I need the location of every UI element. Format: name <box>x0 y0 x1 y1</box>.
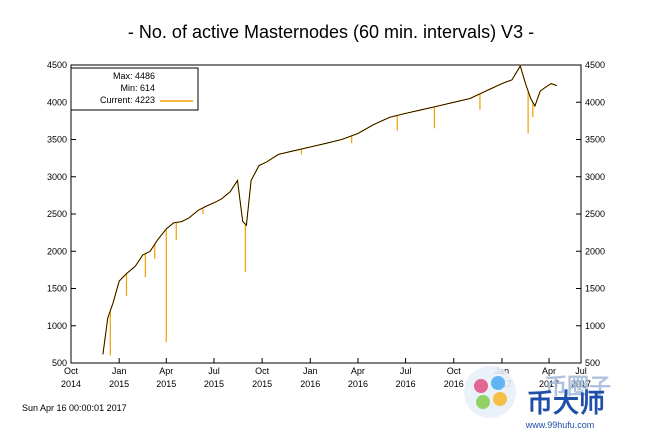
chart-title: - No. of active Masternodes (60 min. int… <box>128 22 534 42</box>
legend-current: Current: 4223 <box>100 95 155 105</box>
footer-timestamp: Sun Apr 16 00:00:01 2017 <box>22 403 127 413</box>
watermark-logo-icon <box>464 366 516 418</box>
x-tick-label-month: Oct <box>255 366 270 376</box>
y-tick-label-left: 1000 <box>47 321 67 331</box>
y-tick-label-right: 2000 <box>585 246 605 256</box>
y-axis-left: 500 1000 1500 2000 2500 3000 3500 4000 4500 <box>47 60 76 368</box>
x-tick-label-year: 2017 <box>571 379 591 389</box>
x-tick-label-year: 2016 <box>396 379 416 389</box>
y-tick-label-right: 3000 <box>585 172 605 182</box>
x-tick-label-year: 2016 <box>300 379 320 389</box>
x-tick-label-year: 2016 <box>348 379 368 389</box>
x-tick-label-month: Jul <box>575 366 587 376</box>
x-tick-label-year: 2017 <box>539 379 559 389</box>
y-tick-label-left: 3000 <box>47 172 67 182</box>
watermark-url: www.99hufu.com <box>525 420 595 430</box>
data-spikes <box>109 91 534 356</box>
x-tick-label-year: 2014 <box>61 379 81 389</box>
legend-min: Min: 614 <box>120 83 155 93</box>
y-tick-label-right: 1000 <box>585 321 605 331</box>
y-tick-label-left: 2500 <box>47 209 67 219</box>
y-tick-label-left: 3500 <box>47 135 67 145</box>
legend: Max: 4486 Min: 614 Current: 4223 <box>70 67 199 111</box>
x-tick-label-month: Apr <box>159 366 173 376</box>
y-tick-label-left: 4500 <box>47 60 67 70</box>
y-axis-right: 500 1000 1500 2000 2500 3000 3500 4000 4500 <box>576 60 605 368</box>
x-tick-label-year: 2015 <box>109 379 129 389</box>
y-tick-label-left: 4000 <box>47 97 67 107</box>
y-tick-label-left: 2000 <box>47 246 67 256</box>
x-tick-label-month: Apr <box>542 366 556 376</box>
legend-box <box>70 67 199 111</box>
y-tick-label-right: 4000 <box>585 97 605 107</box>
x-tick-label-month: Oct <box>64 366 79 376</box>
x-tick-label-year: 2016 <box>444 379 464 389</box>
x-tick-label-month: Oct <box>447 366 462 376</box>
watermark: 币圈子 币大师 www.99hufu.com <box>464 366 611 430</box>
x-tick-label-month: Jan <box>112 366 127 376</box>
series-line-trend <box>102 65 558 355</box>
y-tick-label-left: 1500 <box>47 284 67 294</box>
watermark-brand-top: 币圈子 <box>545 374 611 399</box>
x-tick-label-year: 2015 <box>252 379 272 389</box>
x-tick-label-month: Jul <box>400 366 412 376</box>
legend-max: Max: 4486 <box>113 71 155 81</box>
x-tick-label-month: Apr <box>351 366 365 376</box>
x-tick-label-year: 2015 <box>156 379 176 389</box>
x-tick-label-month: Jul <box>208 366 220 376</box>
y-tick-label-right: 500 <box>585 358 600 368</box>
y-tick-label-right: 4500 <box>585 60 605 70</box>
x-tick-label-month: Jan <box>303 366 318 376</box>
x-tick-label-year: 2015 <box>204 379 224 389</box>
y-tick-label-right: 3500 <box>585 135 605 145</box>
y-tick-label-right: 2500 <box>585 209 605 219</box>
watermark-brand-main: 币大师 <box>527 388 605 418</box>
y-tick-label-right: 1500 <box>585 284 605 294</box>
y-tick-label-left: 500 <box>52 358 67 368</box>
